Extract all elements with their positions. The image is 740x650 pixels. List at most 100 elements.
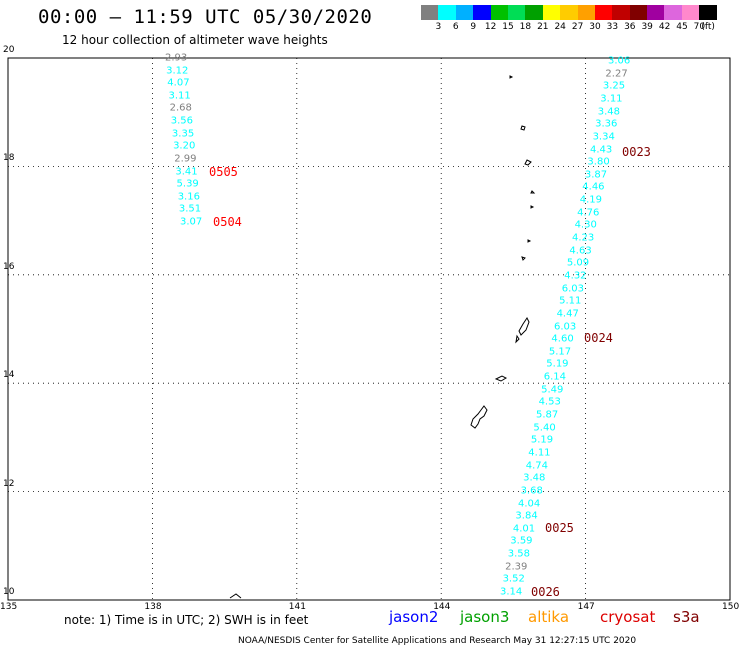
- colorbar-label: 24: [554, 22, 566, 32]
- wave-height-value: 2.39: [505, 561, 528, 573]
- wave-height-value: 4.04: [518, 498, 541, 509]
- pass-time-label: 0024: [584, 331, 613, 345]
- colorbar-swatch: [438, 5, 456, 20]
- colorbar-swatch: [681, 5, 700, 20]
- colorbar-label: 30: [589, 22, 601, 32]
- wave-height-value: 5.09: [566, 257, 590, 269]
- wave-height-value: 5.87: [536, 409, 559, 421]
- colorbar-swatch: [647, 5, 665, 20]
- wave-height-value: 2.99: [174, 153, 197, 165]
- wave-height-value: 3.52: [502, 573, 525, 585]
- colorbar-swatch: [612, 5, 630, 20]
- wave-height-value: 4.53: [538, 396, 561, 408]
- tinian-island-outline: [515, 334, 520, 344]
- longitude-tick-label: 138: [144, 602, 162, 612]
- wave-height-value: 3.51: [178, 203, 202, 215]
- alamagan-island-outline: [530, 190, 536, 194]
- page-subtitle: 12 hour collection of altimeter wave hei…: [62, 33, 328, 47]
- legend-item-altika: altika: [528, 608, 570, 626]
- wave-height-colorbar: [421, 5, 717, 20]
- wave-height-value: 3.68: [520, 485, 543, 497]
- wave-height-value: 3.59: [510, 535, 533, 547]
- colorbar-swatch: [594, 5, 613, 20]
- colorbar-swatch: [525, 5, 543, 20]
- colorbar-label: 45: [676, 22, 688, 32]
- wave-height-value: 3.06: [608, 55, 631, 67]
- wave-height-value: 4.47: [556, 308, 579, 320]
- pass-time-label: 0023: [622, 145, 651, 159]
- wave-height-value: 3.14: [500, 586, 523, 598]
- colorbar-label: 9: [470, 22, 477, 32]
- wave-height-value: 6.03: [561, 283, 584, 295]
- colorbar-label: 3: [435, 22, 442, 32]
- longitude-tick-label: 147: [577, 602, 595, 612]
- colorbar-swatch: [699, 5, 717, 20]
- wave-height-value: 5.49: [541, 384, 564, 396]
- colorbar-swatch: [577, 5, 595, 20]
- wave-height-value: 2.68: [169, 102, 192, 114]
- colorbar-swatch: [473, 5, 491, 20]
- wave-height-value: 3.80: [587, 156, 610, 168]
- colorbar-label: (ft): [701, 22, 715, 32]
- map-frame: [7, 57, 731, 601]
- uracas-island-outline: [509, 75, 514, 79]
- wave-height-value: 4.46: [582, 181, 605, 193]
- wave-height-value: 3.12: [166, 65, 189, 77]
- latitude-tick-label: 20: [3, 45, 15, 55]
- colorbar-label: 42: [658, 22, 671, 32]
- wave-height-value: 3.36: [595, 118, 618, 130]
- wave-height-value: 2.93: [165, 52, 188, 64]
- wave-height-value: 3.87: [584, 169, 608, 181]
- ulithi-island-outline: [229, 593, 242, 599]
- wave-height-value: 3.56: [170, 115, 194, 127]
- agrihan-island-outline: [520, 125, 526, 131]
- wave-height-value: 4.43: [590, 144, 613, 155]
- wave-height-value: 4.23: [572, 232, 595, 244]
- sarigan-island-outline: [527, 239, 532, 243]
- wave-height-value: 4.74: [525, 460, 548, 472]
- rota-island-outline: [494, 375, 508, 382]
- colorbar-swatch: [455, 5, 474, 20]
- wave-height-value: 5.17: [548, 346, 572, 358]
- colorbar-label: 39: [641, 22, 653, 32]
- guguan-island-outline: [530, 205, 535, 209]
- wave-height-value: 3.35: [171, 128, 195, 140]
- legend-item-jason3: jason3: [460, 608, 510, 626]
- wave-height-value: 6.03: [554, 321, 577, 332]
- saipan-island-outline: [518, 317, 530, 336]
- colorbar-swatch: [629, 5, 648, 20]
- latitude-tick-label: 14: [3, 370, 15, 381]
- wave-height-value: 2.27: [605, 68, 628, 80]
- legend-item-s3a: s3a: [673, 608, 700, 626]
- wave-height-value: 3.41: [175, 166, 198, 178]
- wave-height-value: 3.48: [597, 106, 620, 118]
- pass-time-label: 0504: [213, 215, 242, 229]
- wave-height-value: 5.39: [176, 178, 199, 190]
- wave-height-value: 3.11: [600, 93, 623, 105]
- colorbar-swatch: [490, 5, 508, 20]
- colorbar-swatch: [421, 5, 439, 20]
- wave-height-value: 3.84: [515, 510, 538, 522]
- wave-height-value: 4.32: [564, 270, 587, 282]
- colorbar-swatch: [664, 5, 682, 20]
- legend-item-jason2: jason2: [389, 608, 439, 626]
- wave-height-value: 5.19: [530, 434, 554, 446]
- wave-height-value: 4.60: [551, 333, 574, 345]
- wave-height-value: 4.01: [512, 523, 536, 535]
- wave-height-value: 3.11: [168, 90, 191, 102]
- guam-island-outline: [470, 405, 488, 429]
- pass-time-label: 0026: [531, 585, 560, 599]
- wave-height-value: 6.14: [543, 371, 566, 383]
- wave-height-value: 3.34: [592, 131, 615, 143]
- wave-height-value: 4.07: [167, 77, 190, 89]
- latitude-tick-label: 18: [3, 153, 15, 164]
- wave-height-value: 3.25: [602, 80, 626, 92]
- pagan-island-outline: [524, 159, 532, 166]
- wave-height-value: 5.19: [546, 358, 569, 370]
- longitude-tick-label: 144: [433, 602, 451, 612]
- longitude-tick-label: 141: [288, 602, 306, 612]
- page-title: 00:00 – 11:59 UTC 05/30/2020: [38, 6, 373, 28]
- colorbar-label: 15: [502, 22, 514, 32]
- wave-height-value: 3.16: [177, 191, 200, 203]
